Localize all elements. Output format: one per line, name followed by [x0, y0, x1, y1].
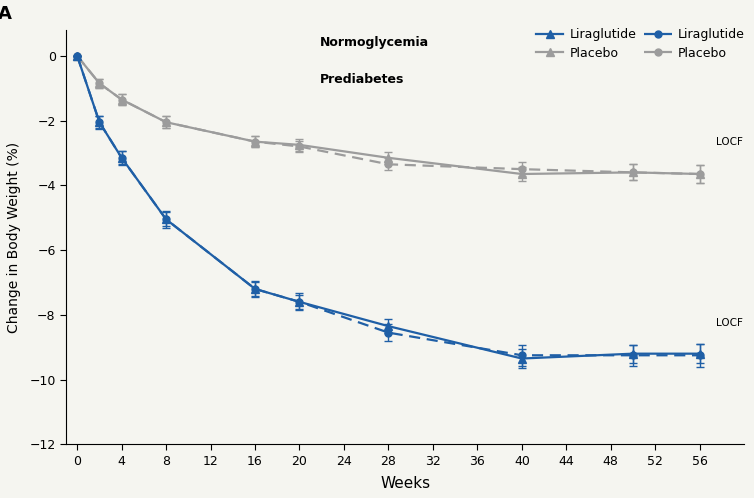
Text: Prediabetes: Prediabetes: [320, 74, 405, 87]
Legend: Liraglutide, Placebo, Liraglutide, Placebo: Liraglutide, Placebo, Liraglutide, Place…: [536, 28, 745, 60]
Y-axis label: Change in Body Weight (%): Change in Body Weight (%): [7, 141, 21, 333]
Text: LOCF: LOCF: [716, 136, 743, 146]
Text: A: A: [0, 5, 12, 23]
Text: Normoglycemia: Normoglycemia: [320, 36, 430, 49]
X-axis label: Weeks: Weeks: [380, 476, 431, 491]
Text: LOCF: LOCF: [716, 318, 743, 328]
